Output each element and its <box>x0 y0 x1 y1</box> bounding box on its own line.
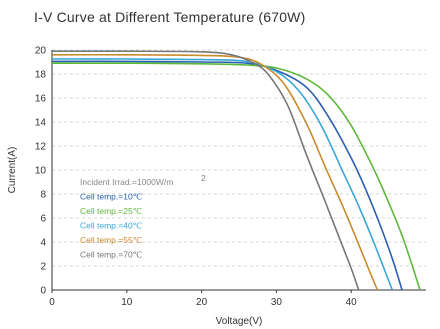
series-lines <box>51 50 421 291</box>
legend-entry: Cell temp.=70℃ <box>80 250 143 260</box>
y-axis-label: Current(A) <box>7 147 18 194</box>
legend-title-superscript: 2 <box>201 173 206 183</box>
y-tick-label: 18 <box>35 70 47 81</box>
chart-title: I-V Curve at Different Temperature (670W… <box>34 9 306 25</box>
y-tick-label: 0 <box>40 286 46 297</box>
x-tick-label: 0 <box>49 297 55 308</box>
y-tick-label: 16 <box>35 94 47 105</box>
legend-entry: Cell temp.=25℃ <box>80 206 143 216</box>
y-tick-label: 4 <box>40 238 46 249</box>
axis-labels: 0 2 4 6 8 10 12 14 16 18 20 0 10 20 30 40 Voltage(V) Curr… <box>7 46 357 328</box>
series-line-5 <box>51 50 360 291</box>
y-tick-label: 12 <box>35 142 47 153</box>
series-line-2 <box>51 62 421 291</box>
x-tick-label: 30 <box>271 297 283 308</box>
y-tick-label: 10 <box>35 166 47 177</box>
x-tick-label: 10 <box>121 297 133 308</box>
y-tick-label: 6 <box>40 214 46 225</box>
y-tick-label: 20 <box>35 46 47 57</box>
legend-entry: Cell temp.=55℃ <box>80 235 143 245</box>
y-tick-label: 2 <box>40 262 46 273</box>
legend-title: Incident Irrad.=1000W/m <box>80 177 173 187</box>
series-line-4 <box>51 53 379 291</box>
grid-lines <box>52 49 426 267</box>
x-tick-label: 20 <box>196 297 208 308</box>
legend: Incident Irrad.=1000W/m 2 Cell temp.=10℃ Ce… <box>80 173 206 260</box>
y-tick-label: 8 <box>40 190 46 201</box>
legend-entry: Cell temp.=10℃ <box>80 192 143 202</box>
y-tick-label: 14 <box>35 118 47 129</box>
legend-entry: Cell temp.=40℃ <box>80 221 143 231</box>
axes <box>51 50 426 293</box>
series-line-1 <box>51 60 403 291</box>
series-line-3 <box>51 58 394 291</box>
x-axis-label: Voltage(V) <box>216 316 263 327</box>
x-tick-label: 40 <box>346 297 358 308</box>
